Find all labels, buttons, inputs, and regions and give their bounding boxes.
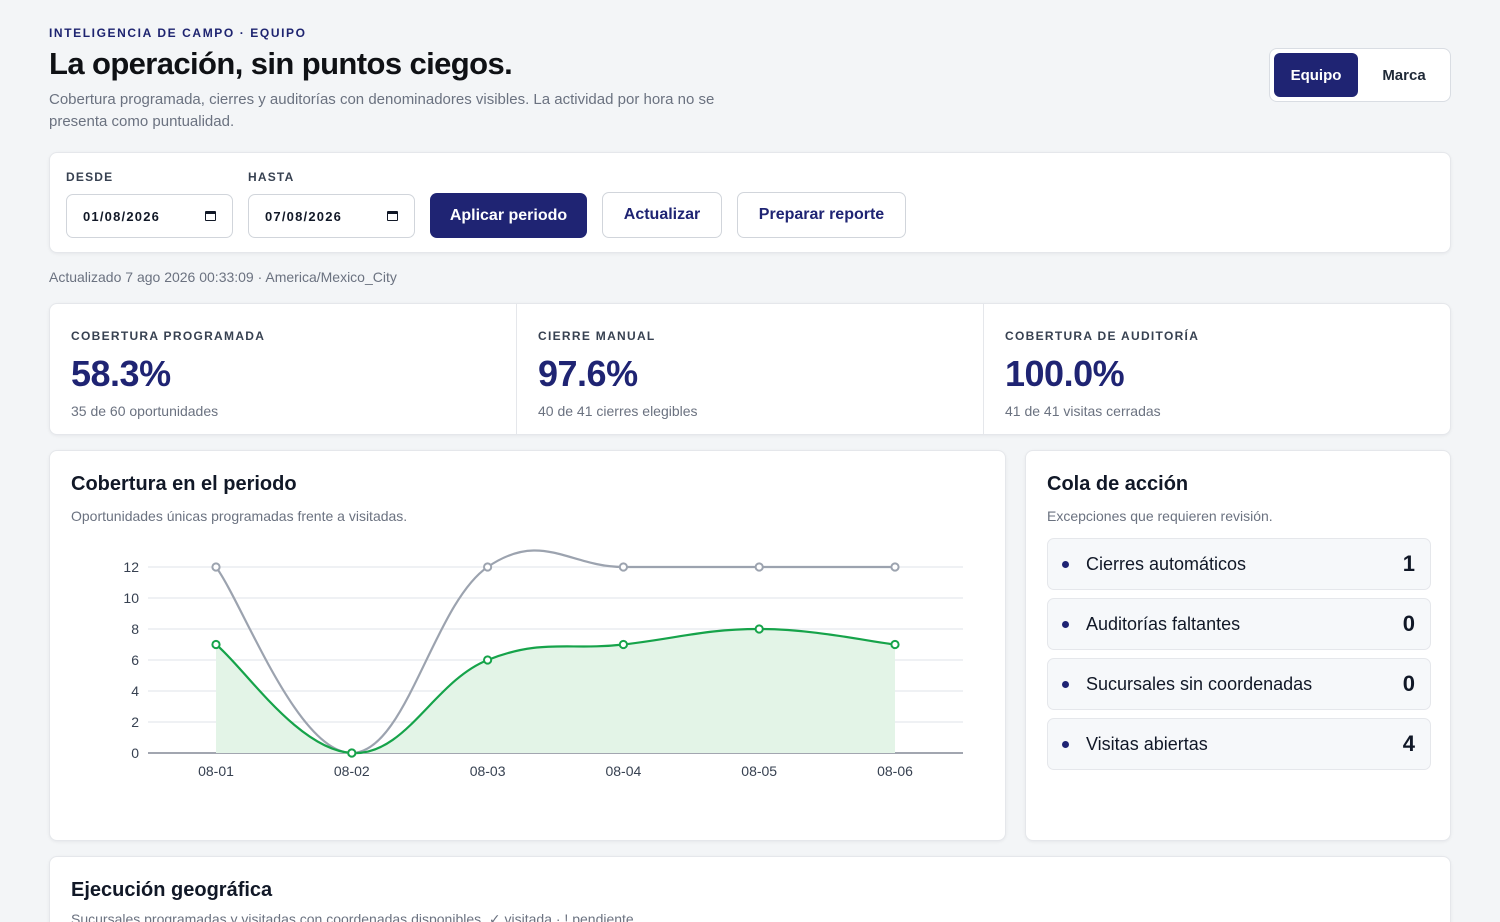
geo-execution-card: Ejecución geográfica Sucursales programa… bbox=[49, 856, 1451, 922]
coverage-chart-card: 0 2 4 6 8 10 12 08-01 08-02 08-03 08-04 08-05 08-06… bbox=[49, 450, 1006, 841]
queue-item-label: Auditorías faltantes bbox=[1086, 613, 1241, 634]
data-point bbox=[483, 562, 493, 572]
queue-item-auditorias-faltantes[interactable]: Auditorías faltantes 0 bbox=[1047, 598, 1431, 650]
chart-card-title: Cobertura en el periodo bbox=[71, 473, 297, 495]
kpi-sub: 35 de 60 oportunidades bbox=[71, 403, 219, 419]
data-point bbox=[618, 639, 629, 650]
bullet-dot bbox=[1062, 680, 1069, 688]
kpi-value: 100.0% bbox=[1005, 353, 1125, 394]
x-tick-label: 08-05 bbox=[741, 763, 777, 779]
series-area bbox=[216, 629, 895, 754]
queue-title: Cola de acción bbox=[1047, 473, 1189, 495]
x-tick-label: 08-04 bbox=[605, 763, 641, 779]
data-point bbox=[890, 562, 900, 572]
queue-item-sucursales-sin-coordenadas[interactable]: Sucursales sin coordenadas 0 bbox=[1047, 658, 1431, 710]
x-tick-label: 08-02 bbox=[334, 763, 370, 779]
from-date-input[interactable]: 01/08/2026 bbox=[66, 194, 233, 238]
kpi-sub: 40 de 41 cierres elegibles bbox=[538, 403, 698, 419]
view-toggle: Equipo Marca bbox=[1269, 48, 1451, 102]
to-label: HASTA bbox=[248, 170, 295, 184]
kpi-cobertura-programada: COBERTURA PROGRAMADA 58.3% 35 de 60 opor… bbox=[50, 304, 516, 434]
data-point bbox=[890, 639, 900, 650]
geo-subtitle: Sucursales programadas y visitadas con c… bbox=[71, 911, 634, 922]
bullet-dot bbox=[1062, 620, 1069, 628]
y-tick-label: 8 bbox=[131, 621, 139, 637]
page-eyebrow: INTELIGENCIA DE CAMPO · EQUIPO bbox=[49, 26, 307, 40]
page-title: La operación, sin puntos ciegos. bbox=[49, 46, 513, 81]
action-queue-card: Cola de acción Excepciones que requieren… bbox=[1025, 450, 1451, 841]
queue-item-count: 4 bbox=[1402, 731, 1415, 756]
toggle-marca-button[interactable]: Marca bbox=[1362, 53, 1446, 97]
geo-title: Ejecución geográfica bbox=[71, 879, 273, 901]
data-point bbox=[211, 562, 221, 572]
kpi-value: 97.6% bbox=[538, 353, 638, 394]
kpi-label: CIERRE MANUAL bbox=[538, 329, 656, 343]
y-tick-label: 0 bbox=[131, 745, 139, 761]
data-point bbox=[211, 639, 221, 650]
filters-panel: DESDE 01/08/2026 HASTA 07/08/2026 Aplica… bbox=[49, 152, 1451, 253]
queue-item-visitas-abiertas[interactable]: Visitas abiertas 4 bbox=[1047, 718, 1431, 770]
y-tick-label: 10 bbox=[123, 590, 139, 606]
x-tick-label: 08-01 bbox=[198, 763, 234, 779]
data-point bbox=[347, 748, 357, 758]
queue-item-cierres-automaticos[interactable]: Cierres automáticos 1 bbox=[1047, 538, 1431, 590]
chart-card-subtitle: Oportunidades únicas programadas frente … bbox=[71, 508, 408, 524]
from-label: DESDE bbox=[66, 170, 114, 184]
kpi-sub: 41 de 41 visitas cerradas bbox=[1005, 403, 1161, 419]
updated-timestamp: Actualizado 7 ago 2026 00:33:09 · Americ… bbox=[49, 269, 397, 285]
data-point bbox=[618, 562, 629, 572]
x-tick-label: 08-06 bbox=[877, 763, 913, 779]
queue-item-count: 0 bbox=[1402, 611, 1415, 636]
bullet-dot bbox=[1062, 740, 1069, 748]
kpi-cierre-manual: CIERRE MANUAL 97.6% 40 de 41 cierres ele… bbox=[516, 304, 983, 434]
kpi-label: COBERTURA DE AUDITORÍA bbox=[1005, 329, 1200, 343]
prepare-report-button[interactable]: Preparar reporte bbox=[737, 192, 906, 238]
kpi-value: 58.3% bbox=[71, 353, 171, 394]
kpi-label: COBERTURA PROGRAMADA bbox=[71, 329, 266, 343]
queue-item-count: 0 bbox=[1402, 671, 1415, 696]
data-point bbox=[483, 655, 493, 665]
data-point bbox=[754, 624, 764, 634]
data-point bbox=[754, 562, 764, 572]
page-subtitle: Cobertura programada, cierres y auditorí… bbox=[49, 91, 715, 130]
queue-item-count: 1 bbox=[1402, 551, 1415, 576]
y-tick-label: 6 bbox=[131, 652, 139, 668]
y-tick-label: 12 bbox=[123, 559, 139, 575]
y-tick-label: 2 bbox=[131, 714, 139, 730]
kpi-strip: COBERTURA PROGRAMADA 58.3% 35 de 60 opor… bbox=[49, 303, 1451, 435]
refresh-button[interactable]: Actualizar bbox=[602, 192, 722, 238]
queue-subtitle: Excepciones que requieren revisión. bbox=[1047, 508, 1273, 524]
calendar-icon[interactable] bbox=[387, 211, 398, 221]
to-date-value: 07/08/2026 bbox=[265, 208, 343, 224]
queue-item-label: Sucursales sin coordenadas bbox=[1086, 673, 1313, 694]
from-date-value: 01/08/2026 bbox=[83, 208, 161, 224]
bullet-dot bbox=[1062, 560, 1069, 568]
to-date-input[interactable]: 07/08/2026 bbox=[248, 194, 415, 238]
series-line bbox=[215, 627, 896, 755]
kpi-cobertura-auditoria: COBERTURA DE AUDITORÍA 100.0% 41 de 41 v… bbox=[983, 304, 1450, 434]
calendar-icon[interactable] bbox=[205, 211, 216, 221]
y-tick-label: 4 bbox=[131, 683, 139, 699]
apply-period-button[interactable]: Aplicar periodo bbox=[430, 193, 587, 238]
queue-list: Cierres automáticos 1 Auditorías faltant… bbox=[1047, 538, 1431, 778]
coverage-chart: 0 2 4 6 8 10 12 08-01 08-02 08-03 08-04 08-05 08-06 bbox=[123, 549, 963, 779]
queue-item-label: Cierres automáticos bbox=[1086, 553, 1247, 574]
toggle-equipo-button[interactable]: Equipo bbox=[1274, 53, 1358, 97]
x-tick-label: 08-03 bbox=[470, 763, 506, 779]
queue-item-label: Visitas abiertas bbox=[1086, 733, 1208, 754]
